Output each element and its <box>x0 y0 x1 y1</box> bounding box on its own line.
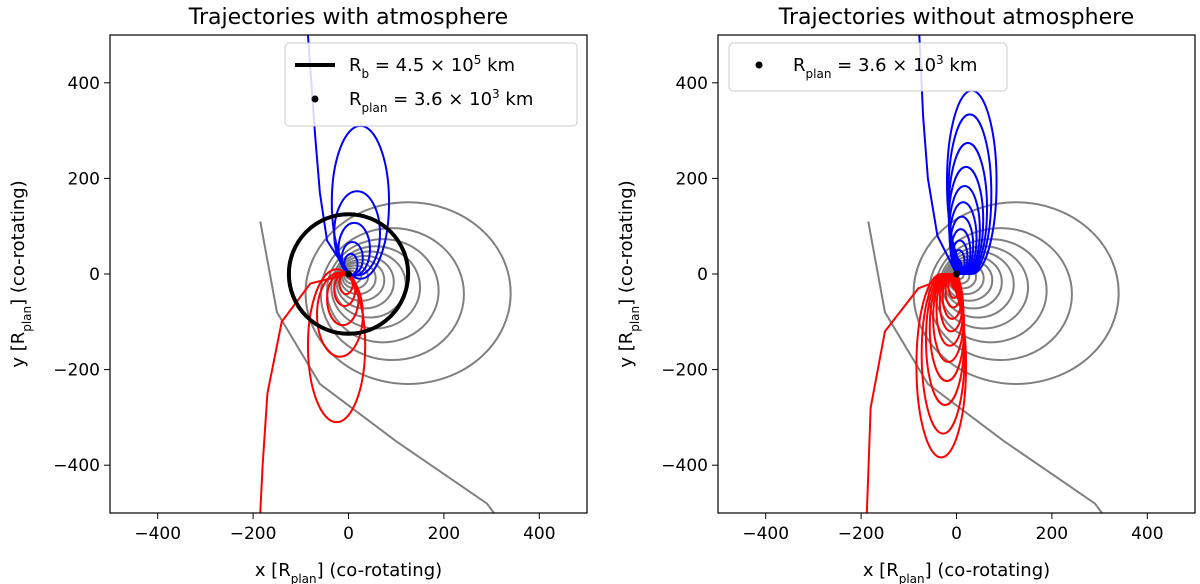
legend-label: Rplan = 3.6 × 103 km <box>793 53 977 81</box>
red-escape-trajectory <box>259 273 349 513</box>
x-tick-label: 400 <box>1131 524 1163 544</box>
legend-dot-swatch <box>311 95 319 103</box>
legend-entry: Rb = 4.5 × 105 km <box>295 53 515 81</box>
x-tick-label: −400 <box>742 524 789 544</box>
chart-panel-with-atmosphere: Trajectories with atmosphere −400 −200 0 20… <box>8 5 588 584</box>
x-tick-label: 400 <box>523 524 555 544</box>
y-tick-label: −400 <box>661 456 708 476</box>
y-tick-label: 0 <box>89 265 100 285</box>
y-tick-label: 200 <box>68 169 100 189</box>
x-tick-label: −400 <box>134 524 181 544</box>
x-tick-label: 200 <box>1036 524 1068 544</box>
y-tick-label: −200 <box>53 361 100 381</box>
chart-title: Trajectories without atmosphere <box>778 5 1134 30</box>
plot-area <box>259 35 512 513</box>
grey-trajectory-tail <box>259 221 495 513</box>
plot-area <box>865 35 1120 513</box>
y-axis: −400 −200 0 200 400 <box>661 74 718 476</box>
bondi-radius-circle <box>286 212 411 336</box>
x-axis: −400 −200 0 200 400 <box>742 513 1164 544</box>
x-tick-label: 0 <box>343 524 354 544</box>
red-trajectory-loop <box>928 273 966 383</box>
legend-box <box>728 42 1008 92</box>
x-tick-label: −200 <box>838 524 885 544</box>
red-trajectory-loop <box>306 268 367 424</box>
grey-trajectory-tail <box>867 221 1103 513</box>
y-axis: −400 −200 0 200 400 <box>53 74 110 476</box>
legend-entry: Rplan = 3.6 × 103 km <box>755 53 977 81</box>
grey-orbit <box>304 201 512 385</box>
y-tick-label: −200 <box>661 361 708 381</box>
legend: Rb = 4.5 × 105 km Rplan = 3.6 × 103 km <box>284 42 578 127</box>
x-tick-label: −200 <box>230 524 277 544</box>
legend-label: Rb = 4.5 × 105 km <box>349 53 515 81</box>
red-trajectory-loop <box>915 273 968 459</box>
chart-title: Trajectories with atmosphere <box>188 5 508 30</box>
grey-orbit <box>319 227 465 362</box>
legend: Rplan = 3.6 × 103 km <box>728 42 1008 92</box>
x-axis-label: x [Rplan] (co-rotating) <box>863 560 1050 584</box>
y-axis-label: y [Rplan] (co-rotating) <box>616 180 642 367</box>
legend-entry: Rplan = 3.6 × 103 km <box>311 87 533 115</box>
y-tick-label: 400 <box>68 74 100 94</box>
legend-label: Rplan = 3.6 × 103 km <box>349 87 533 115</box>
legend-box <box>284 42 578 127</box>
x-axis: −400 −200 0 200 400 <box>134 513 556 544</box>
y-tick-label: −400 <box>53 456 100 476</box>
red-escape-trajectory <box>865 273 957 513</box>
y-tick-label: 0 <box>697 265 708 285</box>
y-tick-label: 400 <box>676 74 708 94</box>
x-tick-label: 0 <box>951 524 962 544</box>
legend-dot-swatch <box>755 61 763 69</box>
grey-orbit <box>335 254 395 310</box>
chart-panel-without-atmosphere: Trajectories without atmosphere −400 −200… <box>616 5 1196 584</box>
planet-marker <box>345 270 352 278</box>
y-tick-label: 200 <box>676 169 708 189</box>
x-axis-label: x [Rplan] (co-rotating) <box>255 560 442 584</box>
planet-marker <box>953 270 960 278</box>
x-tick-label: 200 <box>428 524 460 544</box>
y-axis-label: y [Rplan] (co-rotating) <box>8 180 34 367</box>
